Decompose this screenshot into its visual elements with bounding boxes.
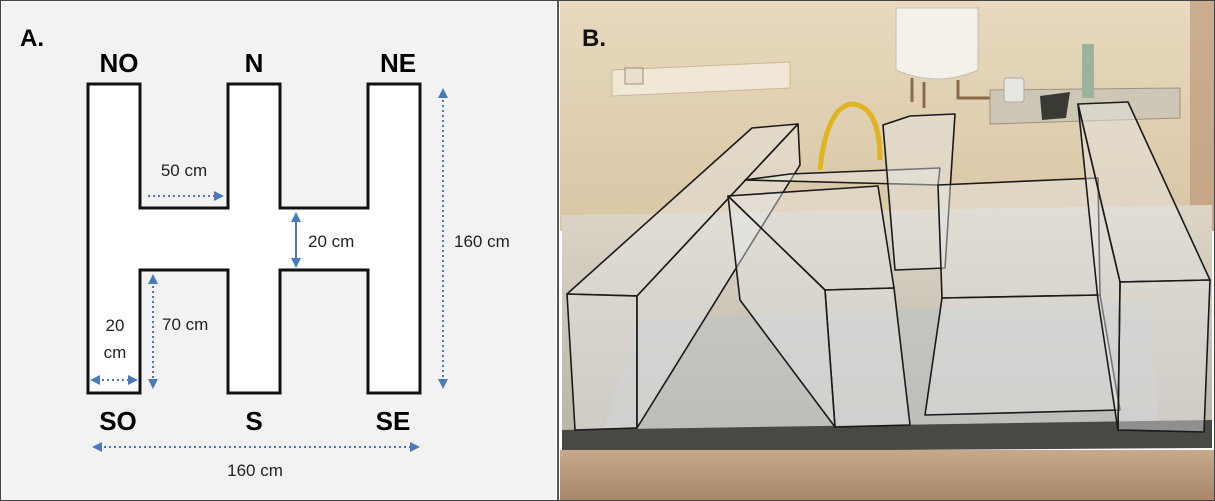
maze-wall-left-front bbox=[566, 293, 638, 431]
photo-maze-walls bbox=[566, 101, 1211, 433]
photo-table-front bbox=[560, 450, 1214, 500]
photo-plastic-sheet bbox=[600, 300, 1160, 440]
photo-hose bbox=[817, 101, 883, 171]
arm-label-so: SO bbox=[99, 406, 137, 436]
photo-bottle bbox=[1082, 44, 1094, 98]
arm-label-no: NO bbox=[100, 48, 139, 78]
maze-wall-right-side bbox=[1077, 103, 1121, 431]
arm-label-n: N bbox=[245, 48, 264, 78]
maze-wall-right-front bbox=[1117, 279, 1211, 433]
arm-label-se: SE bbox=[376, 406, 411, 436]
width-label: 160 cm bbox=[227, 461, 283, 480]
photo-window-frame bbox=[1190, 1, 1214, 231]
photo-boiler bbox=[895, 7, 979, 80]
maze-wall-center-back bbox=[744, 167, 941, 186]
photo-pipes bbox=[910, 78, 990, 108]
panel-b-label: B. bbox=[582, 25, 606, 52]
arm-width-label-line1: 20 bbox=[106, 316, 125, 335]
maze-wall-middle-side bbox=[727, 195, 836, 428]
maze-wall-center-column bbox=[882, 113, 956, 271]
panel-b: B. bbox=[560, 1, 1214, 500]
photo-jar bbox=[1003, 77, 1025, 103]
arm-label-s: S bbox=[245, 406, 262, 436]
photo-plant-pot bbox=[1040, 92, 1070, 120]
gap-width-label: 50 cm bbox=[161, 161, 207, 180]
panel-a-label: A. bbox=[20, 25, 44, 52]
arm-label-ne: NE bbox=[380, 48, 416, 78]
arm-width-label-line2: cm bbox=[104, 343, 127, 362]
maze-wall-right-middle-floor bbox=[924, 294, 1121, 416]
maze-wall-right-middle bbox=[937, 177, 1101, 299]
photo-table-edge bbox=[562, 420, 1212, 452]
photo-counter bbox=[989, 87, 1181, 125]
crossbar-label: 20 cm bbox=[308, 232, 354, 251]
h-maze-outline bbox=[86, 82, 422, 395]
maze-wall-left-side bbox=[636, 123, 801, 429]
height-label: 160 cm bbox=[454, 232, 510, 251]
photo-shelf bbox=[611, 61, 791, 97]
photo-outlet bbox=[624, 67, 644, 85]
lower-arm-label: 70 cm bbox=[162, 315, 208, 334]
panel-a: A. NO N NE SO S SE 50 cm 20 cm 160 cm 70… bbox=[1, 1, 556, 500]
